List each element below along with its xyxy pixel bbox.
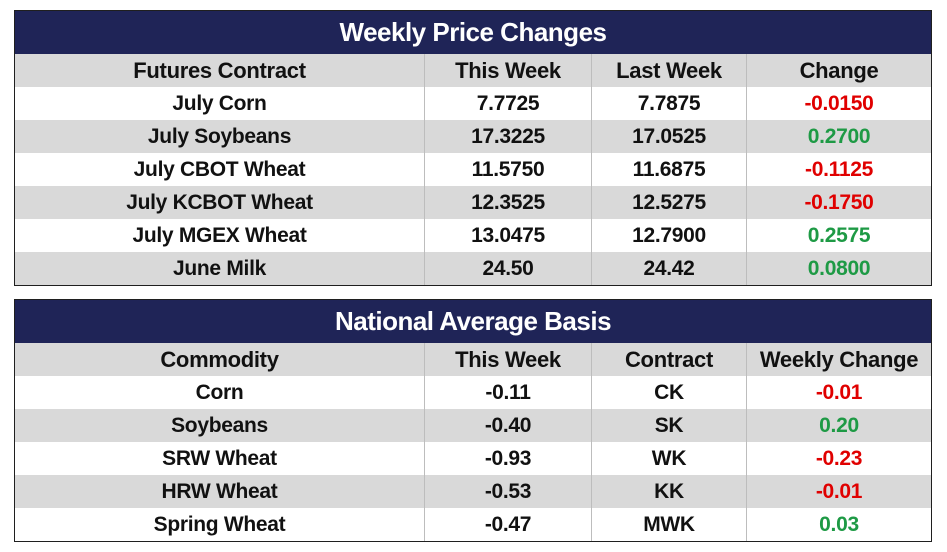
table-cell-change: -0.0150 xyxy=(804,91,874,115)
table-cell-name: HRW Wheat xyxy=(15,475,425,508)
table-cell-name: July Corn xyxy=(15,87,425,120)
table-cell-this-week: -0.93 xyxy=(425,442,592,475)
weekly-price-changes-table: Weekly Price Changes Futures Contract Th… xyxy=(14,10,932,286)
table-cell-change: 0.20 xyxy=(819,413,859,437)
table-cell-name: July MGEX Wheat xyxy=(15,219,425,252)
column-header: Commodity xyxy=(15,343,425,376)
table-row: Spring Wheat -0.47 MWK 0.03 xyxy=(15,508,931,541)
table-cell-this-week: -0.11 xyxy=(425,376,592,409)
table-row: July MGEX Wheat 13.0475 12.7900 0.2575 xyxy=(15,219,931,252)
table-cell-last-week: 11.6875 xyxy=(592,153,747,186)
table-cell-change: -0.01 xyxy=(815,380,863,404)
table-title: National Average Basis xyxy=(15,300,931,343)
table-cell-contract: SK xyxy=(592,409,747,442)
table-row: July Soybeans 17.3225 17.0525 0.2700 xyxy=(15,120,931,153)
table-body: Corn -0.11 CK -0.01 Soybeans -0.40 SK 0.20 SRW W… xyxy=(15,376,931,541)
column-header: Change xyxy=(799,57,879,83)
table-cell-this-week: -0.53 xyxy=(425,475,592,508)
table-cell-change: 0.2575 xyxy=(807,223,871,247)
table-cell-this-week: -0.47 xyxy=(425,508,592,541)
table-cell-change: 0.2700 xyxy=(807,124,871,148)
table-cell-last-week: 17.0525 xyxy=(592,120,747,153)
table-cell-last-week: 12.5275 xyxy=(592,186,747,219)
table-cell-change: 0.03 xyxy=(819,512,859,536)
table-cell-name: Corn xyxy=(15,376,425,409)
table-row: June Milk 24.50 24.42 0.0800 xyxy=(15,252,931,285)
table-cell-this-week: 17.3225 xyxy=(425,120,592,153)
column-header: Futures Contract xyxy=(15,54,425,87)
table-cell-change: -0.23 xyxy=(815,446,863,470)
table-row: HRW Wheat -0.53 KK -0.01 xyxy=(15,475,931,508)
table-cell-this-week: 7.7725 xyxy=(425,87,592,120)
column-header: This Week xyxy=(425,343,592,376)
table-header-row: Commodity This Week Contract Weekly Chan… xyxy=(15,343,931,376)
table-title: Weekly Price Changes xyxy=(15,11,931,54)
table-cell-last-week: 12.7900 xyxy=(592,219,747,252)
table-cell-change: 0.0800 xyxy=(807,256,871,280)
national-average-basis-table: National Average Basis Commodity This We… xyxy=(14,299,932,542)
table-row: July CBOT Wheat 11.5750 11.6875 -0.1125 xyxy=(15,153,931,186)
table-cell-last-week: 24.42 xyxy=(592,252,747,285)
table-header-row: Futures Contract This Week Last Week Cha… xyxy=(15,54,931,87)
table-cell-change: -0.1750 xyxy=(804,190,874,214)
column-header: This Week xyxy=(425,54,592,87)
table-cell-name: July CBOT Wheat xyxy=(15,153,425,186)
column-header: Weekly Change xyxy=(759,346,919,372)
table-cell-name: July Soybeans xyxy=(15,120,425,153)
table-cell-this-week: 11.5750 xyxy=(425,153,592,186)
table-cell-name: Soybeans xyxy=(15,409,425,442)
table-cell-name: SRW Wheat xyxy=(15,442,425,475)
table-cell-last-week: 7.7875 xyxy=(592,87,747,120)
table-row: Corn -0.11 CK -0.01 xyxy=(15,376,931,409)
table-row: July KCBOT Wheat 12.3525 12.5275 -0.1750 xyxy=(15,186,931,219)
table-cell-name: June Milk xyxy=(15,252,425,285)
table-row: SRW Wheat -0.93 WK -0.23 xyxy=(15,442,931,475)
table-cell-contract: MWK xyxy=(592,508,747,541)
table-body: July Corn 7.7725 7.7875 -0.0150 July Soybean… xyxy=(15,87,931,285)
column-header: Last Week xyxy=(592,54,747,87)
table-row: July Corn 7.7725 7.7875 -0.0150 xyxy=(15,87,931,120)
table-cell-contract: KK xyxy=(592,475,747,508)
table-cell-change: -0.01 xyxy=(815,479,863,503)
table-cell-this-week: -0.40 xyxy=(425,409,592,442)
table-row: Soybeans -0.40 SK 0.20 xyxy=(15,409,931,442)
table-cell-name: July KCBOT Wheat xyxy=(15,186,425,219)
table-cell-name: Spring Wheat xyxy=(15,508,425,541)
table-cell-this-week: 12.3525 xyxy=(425,186,592,219)
table-cell-change: -0.1125 xyxy=(805,157,873,181)
table-cell-this-week: 24.50 xyxy=(425,252,592,285)
column-header: Contract xyxy=(592,343,747,376)
table-cell-contract: WK xyxy=(592,442,747,475)
table-cell-this-week: 13.0475 xyxy=(425,219,592,252)
table-cell-contract: CK xyxy=(592,376,747,409)
